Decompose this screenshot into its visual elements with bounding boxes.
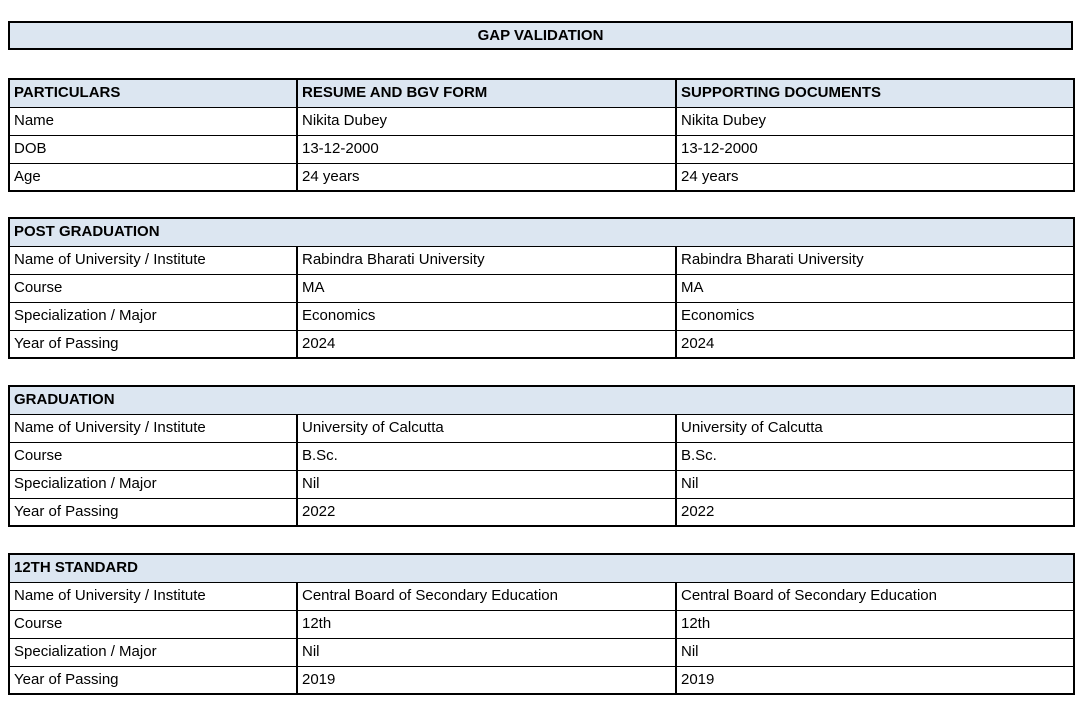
table-row-specialization: Specialization / Major Nil Nil [8,637,1076,667]
row-label: Year of Passing [8,665,298,695]
document-title-bar: GAP VALIDATION [8,21,1073,50]
row-label: Year of Passing [8,329,298,359]
cell-value: Nil [675,469,1075,499]
cell-value: Nil [674,637,1076,667]
cell-value: Nil [296,469,677,499]
cell-value: 2022 [296,497,677,527]
cell-value: MA [296,273,677,303]
cell-value: Nikita Dubey [675,106,1075,136]
cell-value: Rabindra Bharati University [296,245,677,275]
cell-value: 13-12-2000 [296,134,677,164]
table-row-course: Course 12th 12th [8,609,1076,639]
section-heading: 12TH STANDARD [7,553,1076,583]
column-header-resume-bgv: RESUME AND BGV FORM [296,78,677,108]
table-row-year-of-passing: Year of Passing 2019 2019 [8,665,1076,695]
cell-value: Rabindra Bharati University [674,245,1076,275]
row-label: Year of Passing [8,497,298,527]
row-label: Name of University / Institute [8,245,298,275]
cell-value: Nil [296,637,677,667]
cell-value: B.Sc. [296,441,677,471]
cell-value: Economics [674,301,1076,331]
cell-value: University of Calcutta [296,413,677,443]
row-label: Specialization / Major [8,469,298,499]
row-label: Name of University / Institute [8,581,298,611]
cell-value: B.Sc. [675,441,1075,471]
table-row-course: Course B.Sc. B.Sc. [8,441,1075,471]
section-header-row: GRADUATION [8,385,1075,415]
row-label: Name of University / Institute [8,413,298,443]
table-row-age: Age 24 years 24 years [8,162,1075,192]
table-row-dob: DOB 13-12-2000 13-12-2000 [8,134,1075,164]
table-row-course: Course MA MA [8,273,1076,303]
column-header-supporting-docs: SUPPORTING DOCUMENTS [675,78,1075,108]
section-header-row: POST GRADUATION [7,217,1076,247]
table-row-specialization: Specialization / Major Nil Nil [8,469,1075,499]
particulars-table: PARTICULARS RESUME AND BGV FORM SUPPORTI… [8,78,1075,192]
cell-value: 2022 [675,497,1075,527]
row-label: Specialization / Major [8,637,298,667]
section-table-graduation: GRADUATION Name of University / Institut… [8,385,1075,527]
table-row-university: Name of University / Institute Universit… [8,413,1075,443]
cell-value: 24 years [675,162,1075,192]
row-label: Age [8,162,298,192]
page-title: GAP VALIDATION [477,27,604,44]
cell-value: MA [674,273,1076,303]
cell-value: 2019 [674,665,1076,695]
row-label: Course [8,609,298,639]
cell-value: 2024 [296,329,677,359]
row-label: DOB [8,134,298,164]
section-heading: GRADUATION [8,385,1075,415]
table-row-name: Name Nikita Dubey Nikita Dubey [8,106,1075,136]
cell-value: 13-12-2000 [675,134,1075,164]
cell-value: Central Board of Secondary Education [674,581,1076,611]
row-label: Specialization / Major [8,301,298,331]
section-heading: POST GRADUATION [7,217,1076,247]
row-label: Course [8,441,298,471]
row-label: Name [8,106,298,136]
cell-value: 24 years [296,162,677,192]
cell-value: Economics [296,301,677,331]
section-table-12th-standard: 12TH STANDARD Name of University / Insti… [7,553,1076,695]
cell-value: Central Board of Secondary Education [296,581,677,611]
cell-value: 2019 [296,665,677,695]
column-header-particulars: PARTICULARS [8,78,298,108]
table-row-year-of-passing: Year of Passing 2022 2022 [8,497,1075,527]
cell-value: Nikita Dubey [296,106,677,136]
table-header-row: PARTICULARS RESUME AND BGV FORM SUPPORTI… [8,78,1075,108]
cell-value: 12th [674,609,1076,639]
cell-value: 12th [296,609,677,639]
table-row-university: Name of University / Institute Central B… [8,581,1076,611]
section-table-post-graduation: POST GRADUATION Name of University / Ins… [7,217,1076,359]
table-row-university: Name of University / Institute Rabindra … [8,245,1076,275]
cell-value: 2024 [674,329,1076,359]
table-row-year-of-passing: Year of Passing 2024 2024 [8,329,1076,359]
cell-value: University of Calcutta [675,413,1075,443]
row-label: Course [8,273,298,303]
table-row-specialization: Specialization / Major Economics Economi… [8,301,1076,331]
section-header-row: 12TH STANDARD [7,553,1076,583]
